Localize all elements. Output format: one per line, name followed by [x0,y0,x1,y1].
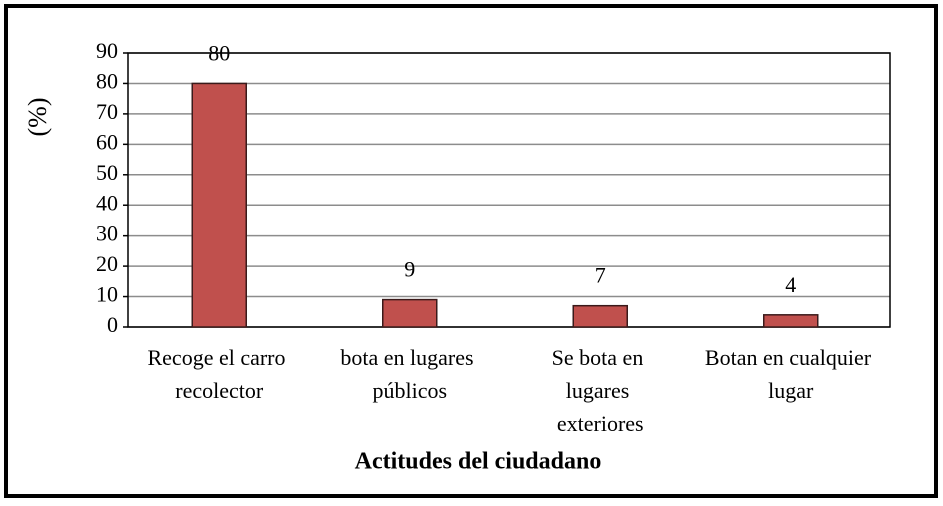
plot-border [127,52,891,328]
x-tick-label: Botan en cualquier lugar [705,345,877,403]
x-tick-label: Se bota en lugares exteriores [552,345,649,436]
bar [572,304,628,328]
y-tick-label: 80 [96,68,118,93]
y-tick-label: 30 [96,221,118,246]
value-label: 80 [208,40,230,65]
x-tick-label: Recoge el carro recolector [147,345,291,403]
bar [191,82,247,328]
value-label: 4 [785,272,796,297]
frame [4,4,938,498]
y-axis-label: (%) [23,98,52,137]
value-label: 9 [404,257,415,282]
x-axis-label: Actitudes del ciudadano [355,449,602,475]
y-tick-label: 0 [107,312,118,337]
y-tick-label: 50 [96,160,118,185]
y-tick-label: 20 [96,251,118,276]
y-tick-label: 70 [96,99,118,124]
y-tick-label: 40 [96,190,118,215]
x-tick-label: bota en lugares públicos [340,345,479,403]
value-label: 7 [595,263,606,288]
bar [382,298,438,328]
y-tick-label: 60 [96,129,118,154]
bar [763,314,819,328]
y-tick-label: 10 [96,282,118,307]
y-tick-label: 90 [96,38,118,63]
